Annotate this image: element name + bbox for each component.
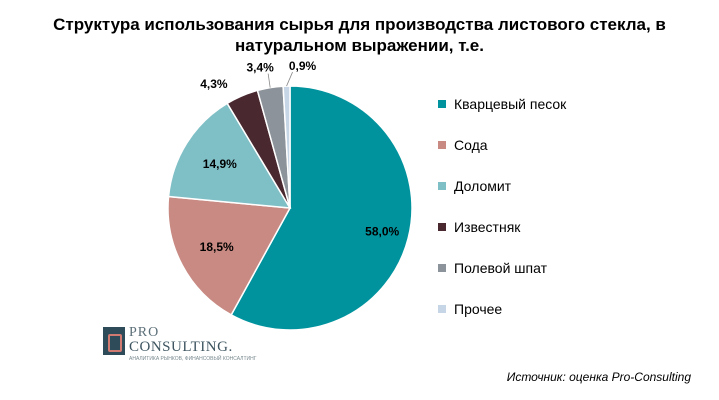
legend-swatch-5 (438, 264, 446, 272)
pie-slice-2 (167, 195, 292, 316)
logo-mark-icon (103, 327, 125, 355)
legend-label-3: Доломит (454, 178, 512, 194)
logo-tagline: АНАЛИТИКА РЫНКОВ, ФИНАНСОВЫЙ КОНСАЛТИНГ (129, 356, 257, 362)
data-label-3: 14,9% (203, 157, 237, 171)
chart-title: Структура использования сырья для произв… (0, 14, 719, 56)
legend-item-1: Кварцевый песок (438, 95, 566, 113)
pie-slice-1 (230, 85, 413, 331)
legend-label-5: Полевой шпат (454, 260, 547, 276)
pro-consulting-logo: PRO CONSULTING. АНАЛИТИКА РЫНКОВ, ФИНАНС… (103, 325, 257, 363)
data-label-4: 4,3% (200, 77, 228, 91)
legend-label-4: Известняк (454, 219, 521, 235)
data-label-2: 18,5% (200, 240, 234, 254)
legend-item-3: Доломит (438, 177, 511, 195)
legend-item-6: Прочее (438, 300, 502, 318)
legend-item-2: Сода (438, 136, 488, 154)
pie-slice-3 (167, 102, 292, 209)
legend-swatch-4 (438, 223, 446, 231)
legend-item-5: Полевой шпат (438, 259, 547, 277)
data-label-5: 3,4% (246, 61, 274, 75)
legend-swatch-1 (438, 100, 446, 108)
legend-swatch-3 (438, 182, 446, 190)
legend-label-6: Прочее (454, 301, 503, 317)
legend-swatch-2 (438, 141, 446, 149)
leader-line-5 (267, 73, 271, 88)
leader-line-6 (286, 71, 293, 87)
legend-item-4: Известняк (438, 218, 520, 236)
chart-title-line-1: Структура использования сырья для произв… (53, 15, 666, 34)
logo-line-2: CONSULTING. (129, 339, 233, 355)
chart-legend: Кварцевый песок Сода Доломит Известняк Полев… (438, 0, 698, 400)
data-label-1: 58,0% (365, 225, 399, 239)
legend-label-1: Кварцевый песок (454, 96, 567, 112)
data-label-6: 0,9% (289, 59, 317, 73)
source-note: Источник: оценка Pro-Consulting (506, 370, 691, 384)
legend-label-2: Сода (454, 137, 488, 153)
chart-title-line-2: натуральном выражении, т.е. (235, 36, 484, 55)
legend-swatch-6 (438, 305, 446, 313)
logo-line-1: PRO (129, 325, 160, 340)
